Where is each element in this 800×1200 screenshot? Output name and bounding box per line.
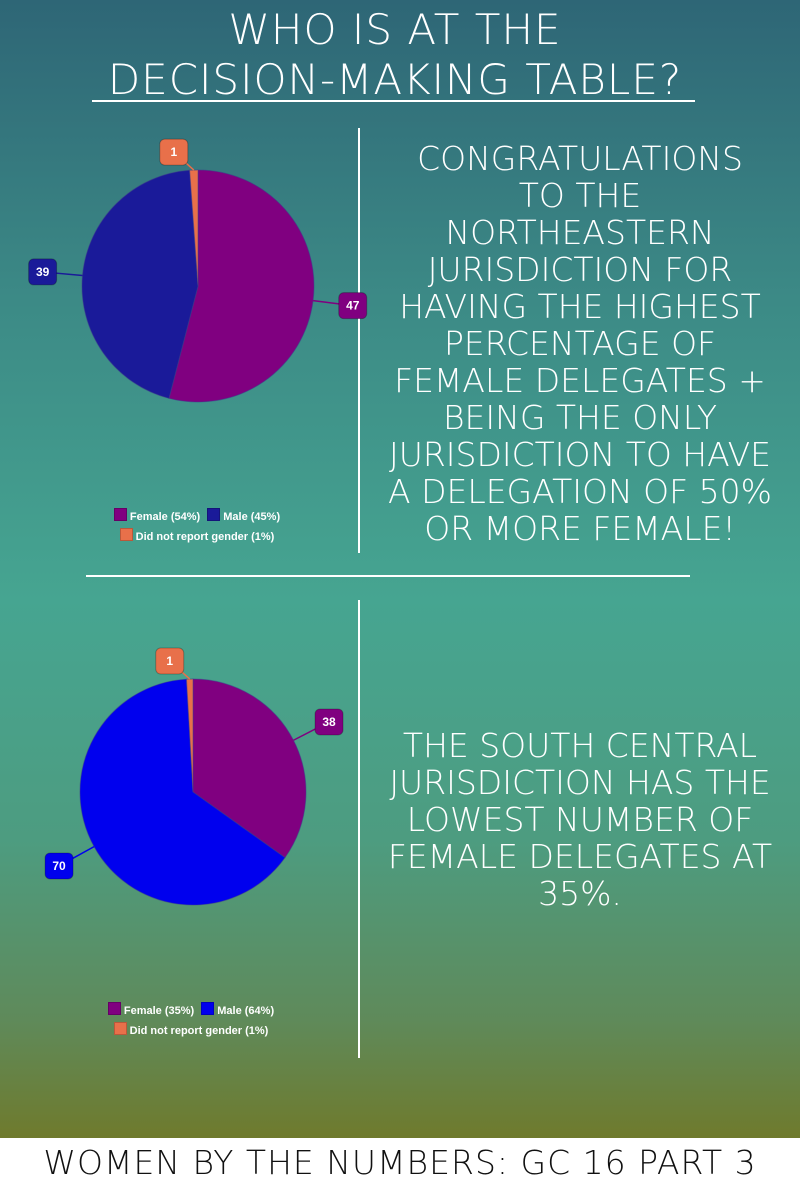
slice-female bbox=[168, 169, 315, 403]
legend-2: Female (35%) Male (64%) Did not report g… bbox=[0, 1001, 384, 1041]
footer-title: WOMEN BY THE NUMBERS: GC 16 PART 3 bbox=[0, 1138, 800, 1200]
message-line: JURISDICTION HAS THE bbox=[389, 763, 771, 802]
divider-vertical-bottom bbox=[358, 600, 360, 1058]
message-line: FEMALE DELEGATES AT bbox=[387, 837, 773, 876]
message-line: NORTHEASTERN bbox=[445, 213, 715, 252]
slice-other bbox=[185, 678, 194, 793]
title-underline bbox=[92, 100, 695, 102]
title-line-2: DECISION-MAKING TABLE? bbox=[107, 55, 683, 104]
divider-horizontal bbox=[86, 575, 690, 577]
message-line: OR MORE FEMALE! bbox=[424, 509, 736, 548]
slice-other bbox=[189, 169, 199, 287]
message-line: 35%. bbox=[538, 874, 622, 913]
message-line: FEMALE DELEGATES + bbox=[394, 361, 766, 400]
message-line: BEING THE ONLY bbox=[442, 398, 718, 437]
legend-item-female: Female (35%) bbox=[104, 1002, 194, 1017]
message-line: CONGRATULATIONS bbox=[417, 139, 743, 178]
message-line: A DELEGATION OF 50% bbox=[388, 472, 772, 511]
message-line: PERCENTAGE OF bbox=[443, 324, 717, 363]
pie-chart-2: 38 70 1 bbox=[44, 647, 344, 906]
slice-male bbox=[79, 678, 286, 906]
data-label: 70 bbox=[52, 859, 66, 873]
message-line: JURISDICTION TO HAVE bbox=[388, 435, 772, 474]
legend-item-male: Male (45%) bbox=[203, 508, 280, 523]
data-label-box bbox=[314, 708, 344, 736]
slice-male bbox=[81, 169, 199, 399]
data-label: 47 bbox=[346, 299, 360, 313]
legend-item-other: Did not report gender (1%) bbox=[116, 528, 274, 543]
message-northeastern: CONGRATULATIONS TO THE NORTHEASTERN JURISDI… bbox=[380, 140, 780, 547]
message-line: THE SOUTH CENTRAL bbox=[402, 726, 758, 765]
title-line-1: WHO IS AT THE bbox=[228, 5, 562, 54]
data-label-box bbox=[338, 292, 368, 320]
data-label-box bbox=[155, 647, 185, 675]
message-line: HAVING THE HIGHEST bbox=[399, 287, 761, 326]
data-label: 1 bbox=[166, 654, 173, 668]
divider-vertical-top bbox=[358, 128, 360, 553]
message-south-central: THE SOUTH CENTRAL JURISDICTION HAS THE LOW… bbox=[380, 727, 780, 912]
message-line: JURISDICTION FOR bbox=[427, 250, 733, 289]
data-label-box bbox=[28, 258, 58, 286]
message-line: TO THE bbox=[518, 176, 642, 215]
data-label: 38 bbox=[322, 715, 336, 729]
legend-1: Female (54%) Male (45%) Did not report g… bbox=[0, 507, 390, 547]
legend-item-female: Female (54%) bbox=[110, 508, 200, 523]
message-line: LOWEST NUMBER OF bbox=[406, 800, 754, 839]
data-label-box bbox=[159, 138, 189, 166]
legend-item-other: Did not report gender (1%) bbox=[110, 1022, 268, 1037]
pie-chart-1: 47 39 1 bbox=[28, 138, 368, 403]
data-label: 39 bbox=[36, 265, 50, 279]
data-label-box bbox=[44, 852, 74, 880]
data-label: 1 bbox=[170, 145, 177, 159]
legend-item-male: Male (64%) bbox=[197, 1002, 274, 1017]
